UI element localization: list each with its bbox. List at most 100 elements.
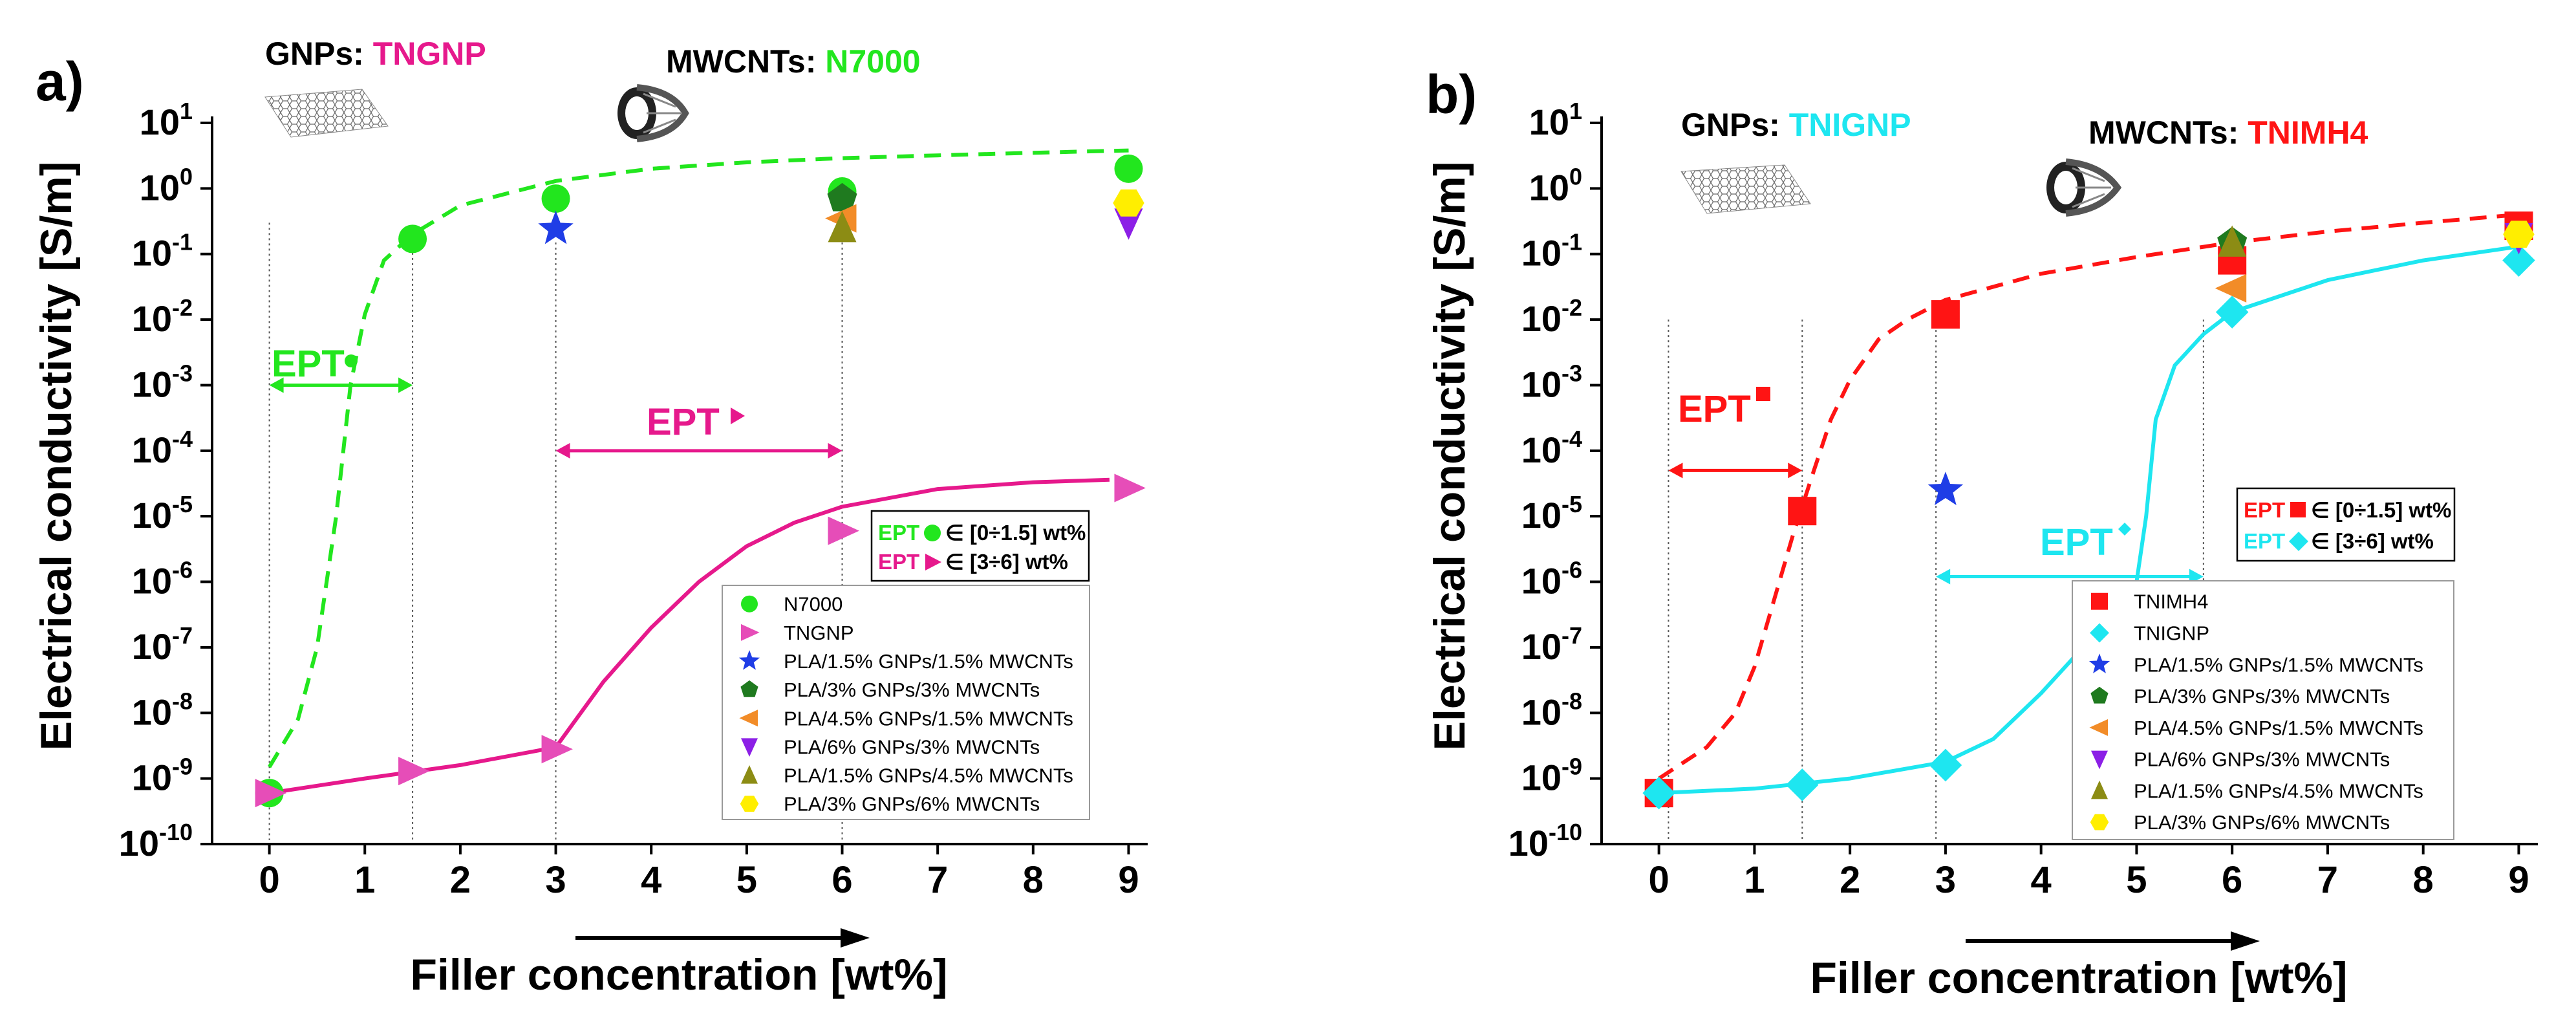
x-axis-arrow <box>575 928 870 948</box>
data-point <box>827 182 857 212</box>
data-point <box>828 210 857 243</box>
ept-box-row-2-symbol <box>925 554 941 570</box>
x-tick-label: 9 <box>1118 859 1139 901</box>
legend-marker <box>2090 814 2109 830</box>
y-tick-label: 10-8 <box>132 688 193 732</box>
x-tick-label: 3 <box>1935 859 1956 901</box>
mwcnt-title-name: TNIMH4 <box>2248 114 2368 151</box>
legend-label: PLA/6% GNPs/3% MWCNTs <box>2134 748 2390 771</box>
y-tick-label: 10-7 <box>132 622 193 667</box>
ept-arrowhead <box>398 377 413 393</box>
x-tick-label: 7 <box>2317 859 2338 901</box>
legend-label: N7000 <box>784 593 843 616</box>
legend-label: PLA/3% GNPs/6% MWCNTs <box>784 793 1040 816</box>
y-tick-label: 10-3 <box>132 360 193 404</box>
legend-b: TNIMH4 TNIGNP PLA/1.5% GNPs/1.5% MWCNTs PLA… <box>2072 580 2454 840</box>
panel-b: b) GNPs: TNIGNP MWCNTs: TNIMH4 101 100 10-… <box>1425 64 2538 1003</box>
y-tick-label: 10-2 <box>132 294 193 339</box>
x-axis-title: Filler concentration [wt%] <box>1810 953 2347 1003</box>
panel-letter: a) <box>36 51 84 112</box>
y-axis-title: Electrical conductivity [S/m] <box>1425 162 1474 751</box>
ept-box-row-2: EPT <box>878 550 919 574</box>
gnp-title-name: TNIGNP <box>1789 107 1911 143</box>
data-point <box>398 224 427 254</box>
ept-box-row-1-symbol <box>924 525 941 541</box>
panel-a: a) GNPs: TNGNP MWCNTs: N7000 101 100 10-1 1… <box>32 36 1148 999</box>
data-point <box>2502 244 2535 277</box>
y-tick-label: 10-6 <box>1521 557 1582 602</box>
ept-box-row-1-label: EPT <box>878 521 919 545</box>
y-tick-label: 10-5 <box>1521 491 1582 536</box>
x-tick-label: 1 <box>1744 859 1765 901</box>
y-axis-title: Electrical conductivity [S/m] <box>32 162 81 751</box>
ept-label-b2: EPT <box>2040 521 2131 563</box>
mwcnt-title-name: N7000 <box>825 43 920 80</box>
svg-text:EPT: EPT <box>2040 521 2113 563</box>
legend-marker <box>741 765 758 784</box>
y-tick-label: 10-9 <box>1521 754 1582 798</box>
data-point <box>1927 472 1964 505</box>
x-axis-arrow <box>1966 931 2260 951</box>
legend-marker <box>738 650 760 670</box>
legend-marker <box>2091 780 2108 799</box>
legend-marker <box>741 738 758 757</box>
data-point <box>1785 768 1819 801</box>
data-point <box>538 210 574 244</box>
legend-label: PLA/3% GNPs/3% MWCNTs <box>784 678 1040 701</box>
graphene-illustration <box>1680 164 1811 214</box>
x-tick-label: 0 <box>1649 859 1669 901</box>
data-point <box>2215 274 2247 303</box>
data-point <box>541 184 570 213</box>
legend-label: PLA/1.5% GNPs/1.5% MWCNTs <box>2134 653 2423 676</box>
ept-box-row-2-label: EPT <box>878 550 919 574</box>
y-tick-label: 10-7 <box>1521 622 1582 667</box>
legend-label: TNIMH4 <box>2134 591 2208 613</box>
legend-label: PLA/3% GNPs/6% MWCNTs <box>2134 811 2390 834</box>
ept-arrowhead <box>555 442 570 459</box>
y-tick-label: 10-4 <box>1521 426 1582 470</box>
ept-box-row-2-range: ∈ [3÷6] wt% <box>2311 529 2434 553</box>
x-tick-label: 4 <box>641 859 661 901</box>
fit-curve <box>268 148 1129 768</box>
data-point <box>2503 221 2535 248</box>
ept-box-row-1: EPT <box>878 521 919 545</box>
legend-marker <box>740 796 759 812</box>
svg-text:EPT: EPT <box>272 343 345 385</box>
plot-area-b: 10110010-110-210-310-410-510-610-710-810… <box>1508 98 2538 901</box>
legend-box <box>2072 580 2454 840</box>
x-tick-label: 0 <box>259 859 279 901</box>
ept-box-row-2-range: ∈ [3÷6] wt% <box>945 550 1068 574</box>
y-tick-label: 10-2 <box>1521 294 1582 339</box>
ept-label-b1: EPT <box>1678 387 1770 430</box>
svg-text:EPT: EPT <box>647 401 720 443</box>
ept-box-row-2-label: EPT <box>2244 529 2285 553</box>
nanotube-illustration <box>617 84 689 142</box>
x-tick-label: 5 <box>736 859 757 901</box>
ept-arrowhead <box>828 442 843 459</box>
legend-label: TNIGNP <box>2134 622 2209 644</box>
x-tick-label: 1 <box>354 859 375 901</box>
x-tick-label: 3 <box>545 859 566 901</box>
plot-area-a: 10110010-110-210-310-410-510-610-710-810… <box>119 98 1148 901</box>
data-point <box>1114 154 1143 183</box>
legend-a: N7000 TNGNP PLA/1.5% GNPs/1.5% MWCNTs PLA/3… <box>722 585 1090 820</box>
ept-box-row-1-symbol <box>2290 502 2306 517</box>
ept-box-row-2: EPT <box>2244 529 2285 553</box>
gnp-title-prefix: GNPs: <box>1681 107 1789 143</box>
ept-square-symbol <box>1756 387 1770 401</box>
data-point <box>828 516 859 545</box>
y-tick-label: 100 <box>1529 163 1582 208</box>
y-tick-label: 10-10 <box>1508 819 1582 863</box>
ept-box-row-1-range: ∈ [0÷1.5] wt% <box>945 521 1086 545</box>
x-tick-label: 2 <box>1840 859 1860 901</box>
x-axis-title: Filler concentration [wt%] <box>410 950 947 999</box>
legend-label: PLA/1.5% GNPs/4.5% MWCNTs <box>2134 779 2423 802</box>
y-tick-label: 10-1 <box>1521 229 1582 274</box>
x-tick-label: 6 <box>832 859 852 901</box>
x-tick-label: 2 <box>450 859 471 901</box>
fit-curve <box>269 477 1110 796</box>
x-tick-label: 8 <box>1023 859 1044 901</box>
legend-label: PLA/3% GNPs/3% MWCNTs <box>2134 685 2390 708</box>
ept-arrowhead <box>1788 462 1803 479</box>
ept-arrowhead <box>1668 462 1683 479</box>
